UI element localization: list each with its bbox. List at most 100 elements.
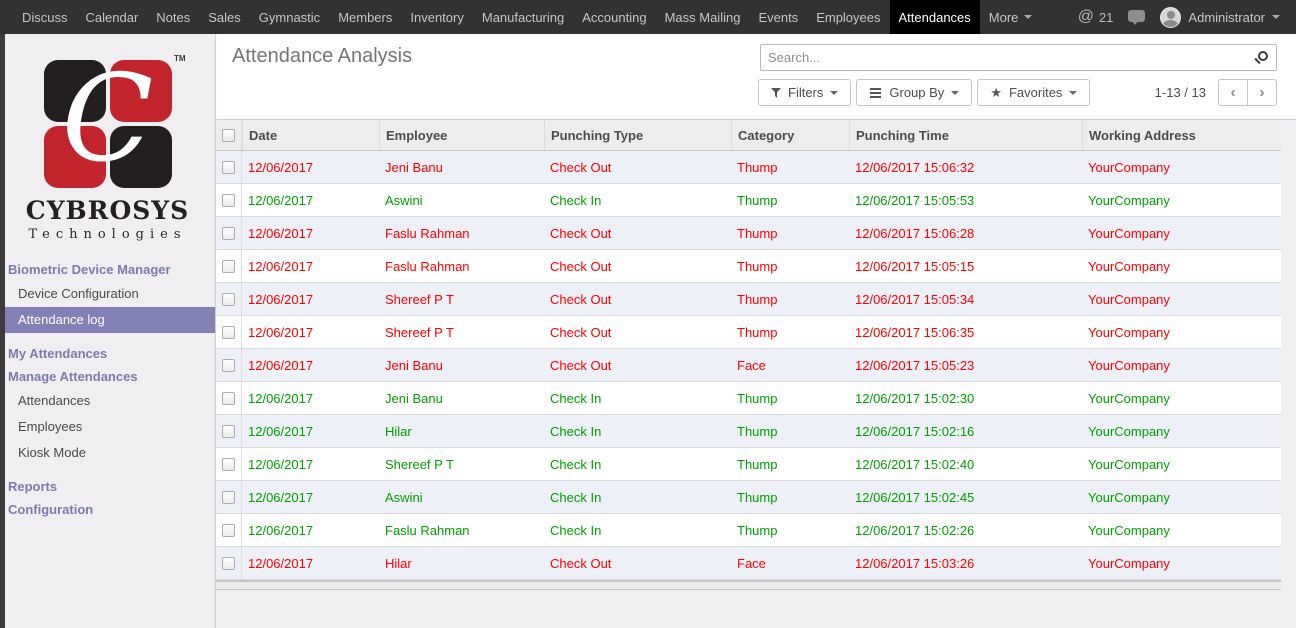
row-checkbox[interactable] [222, 358, 235, 372]
cell-employee: Hilar [385, 555, 412, 571]
search-box [760, 44, 1277, 71]
sidebar-entry[interactable]: Kiosk Mode [0, 440, 215, 466]
left-edge-strip [0, 34, 5, 628]
cell-date: 12/06/2017 [248, 423, 314, 439]
user-menu[interactable]: Administrator [1160, 6, 1280, 28]
column-header[interactable]: Category [731, 120, 849, 150]
sidebar-entry[interactable]: Device Configuration [0, 281, 215, 307]
favorites-button[interactable]: ★ Favorites [977, 79, 1091, 106]
topbar-menu-item[interactable]: Mass Mailing [656, 0, 750, 34]
chevron-down-icon [1069, 90, 1078, 99]
row-checkbox[interactable] [222, 325, 235, 339]
topbar-menu-item[interactable]: Gymnastic [250, 0, 329, 34]
row-checkbox[interactable] [222, 556, 235, 570]
topbar-menu-item[interactable]: Notes [147, 0, 199, 34]
topbar-menu-item[interactable]: Accounting [573, 0, 655, 34]
cell-working-address: YourCompany [1088, 456, 1170, 472]
sidebar-entry[interactable]: My Attendances [0, 342, 215, 365]
logo-sub-text: Technologies [28, 227, 187, 242]
table-row[interactable]: 12/06/2017 Faslu Rahman Check Out Thump … [216, 217, 1281, 250]
row-checkbox[interactable] [222, 193, 235, 207]
topbar-menu-item[interactable]: Members [329, 0, 401, 34]
column-header[interactable]: Punching Type [544, 120, 731, 150]
cell-punching-type: Check Out [550, 357, 612, 373]
cell-punching-type: Check In [550, 390, 602, 406]
topbar-menu-item[interactable]: Calendar [77, 0, 148, 34]
topbar-menu-item[interactable]: Events [749, 0, 807, 34]
sidebar-entry[interactable]: Employees [0, 414, 215, 440]
cell-working-address: YourCompany [1088, 324, 1170, 340]
row-checkbox[interactable] [222, 259, 235, 273]
cell-punching-time: 12/06/2017 15:06:28 [855, 225, 975, 241]
sidebar-entry[interactable]: Reports [0, 475, 215, 498]
cell-punching-type: Check Out [550, 258, 612, 274]
table-row[interactable]: 12/06/2017 Faslu Rahman Check In Thump 1… [216, 514, 1281, 547]
table-row[interactable]: 12/06/2017 Aswini Check In Thump 12/06/2… [216, 184, 1281, 217]
table-row[interactable]: 12/06/2017 Shereef P T Check Out Thump 1… [216, 316, 1281, 349]
row-checkbox[interactable] [222, 160, 235, 174]
topbar-menu-item[interactable]: Inventory [401, 0, 472, 34]
messages-icon[interactable] [1128, 10, 1146, 25]
table-header-row: Date Employee Punching Type Category Pun… [216, 120, 1281, 151]
pager-prev-button[interactable]: ‹ [1218, 79, 1248, 106]
cell-employee: Jeni Banu [385, 159, 443, 175]
search-icon[interactable] [1258, 51, 1268, 61]
topbar-menu-item[interactable]: More [980, 0, 1042, 34]
activity-menu[interactable]: @ 21 [1078, 8, 1114, 26]
trademark-symbol: TM [173, 54, 186, 63]
topbar-menu-item[interactable]: Attendances [889, 0, 980, 34]
row-checkbox[interactable] [222, 391, 235, 405]
row-checkbox[interactable] [222, 457, 235, 471]
sidebar-entry-label: Attendance log [18, 312, 105, 327]
cell-punching-time: 12/06/2017 15:06:35 [855, 324, 975, 340]
select-all-checkbox[interactable] [222, 128, 235, 142]
column-header[interactable]: Punching Time [849, 120, 1082, 150]
filters-label: Filters [788, 85, 824, 100]
topbar-menu-item[interactable]: Manufacturing [473, 0, 573, 34]
table-row[interactable]: 12/06/2017 Aswini Check In Thump 12/06/2… [216, 481, 1281, 514]
search-input[interactable] [760, 44, 1277, 71]
sidebar-entry[interactable]: Manage Attendances [0, 365, 215, 388]
sidebar-entry-label: Attendances [18, 393, 91, 408]
table-body: 12/06/2017 Jeni Banu Check Out Thump 12/… [216, 151, 1281, 580]
pager-range: 1-13 / 13 [1154, 85, 1206, 100]
table-row[interactable]: 12/06/2017 Shereef P T Check In Thump 12… [216, 448, 1281, 481]
topbar-menu-item[interactable]: Sales [199, 0, 250, 34]
cell-punching-type: Check Out [550, 324, 612, 340]
cell-date: 12/06/2017 [248, 456, 314, 472]
filters-button[interactable]: Filters [758, 79, 852, 106]
sidebar-entry[interactable]: Attendance log [0, 307, 215, 333]
row-checkbox[interactable] [222, 424, 235, 438]
chevron-down-icon [830, 90, 839, 99]
column-header[interactable]: Employee [379, 120, 544, 150]
table-row[interactable]: 12/06/2017 Faslu Rahman Check Out Thump … [216, 250, 1281, 283]
sidebar-entry[interactable]: Attendances [0, 388, 215, 414]
topbar-menu-item[interactable]: Discuss [13, 0, 77, 34]
group-by-button[interactable]: Group By [856, 79, 973, 106]
sidebar-entry[interactable]: Configuration [0, 498, 215, 521]
row-checkbox[interactable] [222, 490, 235, 504]
table-row[interactable]: 12/06/2017 Jeni Banu Check Out Thump 12/… [216, 151, 1281, 184]
cell-punching-time: 12/06/2017 15:05:53 [855, 192, 975, 208]
chevron-down-icon [1272, 15, 1280, 23]
cell-punching-time: 12/06/2017 15:02:45 [855, 489, 975, 505]
column-header[interactable]: Working Address [1082, 120, 1281, 150]
table-row[interactable]: 12/06/2017 Hilar Check In Thump 12/06/20… [216, 415, 1281, 448]
pager-next-button[interactable]: › [1247, 79, 1277, 106]
table-row[interactable]: 12/06/2017 Shereef P T Check Out Thump 1… [216, 283, 1281, 316]
row-checkbox[interactable] [222, 292, 235, 306]
table-row[interactable]: 12/06/2017 Jeni Banu Check Out Face 12/0… [216, 349, 1281, 382]
table-row[interactable]: 12/06/2017 Jeni Banu Check In Thump 12/0… [216, 382, 1281, 415]
row-checkbox[interactable] [222, 226, 235, 240]
table-row[interactable]: 12/06/2017 Hilar Check Out Face 12/06/20… [216, 547, 1281, 580]
topbar-menu-item[interactable]: Employees [807, 0, 889, 34]
cell-working-address: YourCompany [1088, 192, 1170, 208]
column-header[interactable]: Date [242, 120, 379, 150]
chevron-left-icon: ‹ [1230, 84, 1236, 101]
sidebar-entry[interactable]: Biometric Device Manager [0, 258, 215, 281]
row-checkbox-cell [216, 415, 242, 447]
row-checkbox[interactable] [222, 523, 235, 537]
row-checkbox-cell [216, 349, 242, 381]
cell-date: 12/06/2017 [248, 357, 314, 373]
cell-punching-type: Check In [550, 456, 602, 472]
